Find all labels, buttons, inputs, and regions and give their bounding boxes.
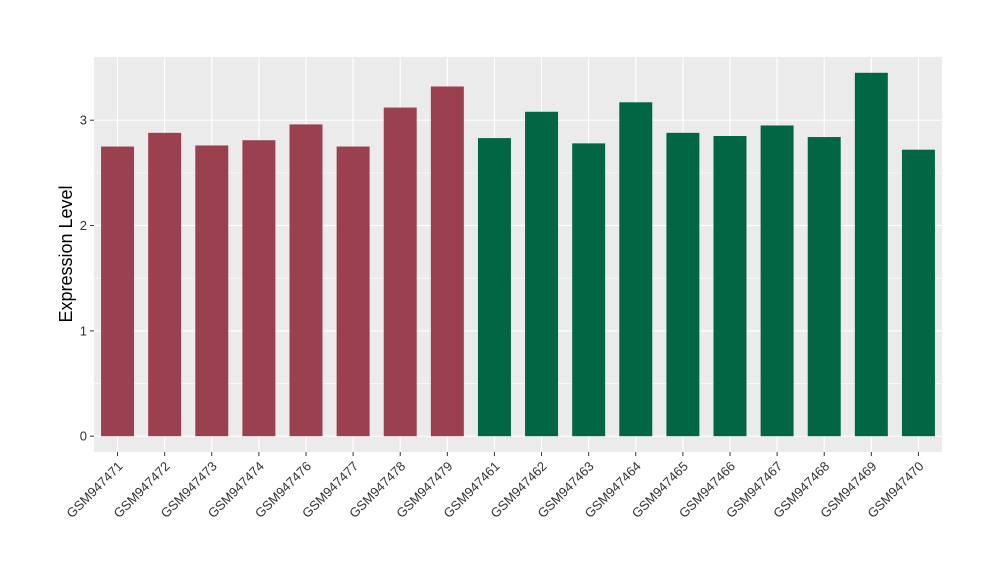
- minor-gridlines: [94, 172, 942, 384]
- bar-GSM947477: [336, 146, 370, 437]
- bar-GSM947479: [430, 86, 464, 437]
- bar-GSM947461: [477, 138, 511, 437]
- bar-GSM947463: [572, 143, 606, 437]
- y-tick-label: 0: [80, 429, 87, 444]
- bar-GSM947470: [901, 149, 935, 437]
- y-tick-label: 2: [80, 218, 87, 233]
- bar-GSM947464: [619, 102, 653, 437]
- y-tick-label: 1: [80, 323, 87, 338]
- bar-GSM947473: [195, 145, 229, 437]
- plot-panel: [94, 57, 942, 452]
- bar-GSM947462: [525, 111, 559, 437]
- y-tick-label: 3: [80, 113, 87, 128]
- bar-GSM947466: [713, 136, 747, 437]
- bars: [101, 72, 935, 437]
- bar-GSM947472: [148, 132, 182, 437]
- bar-GSM947465: [666, 132, 700, 437]
- bar-GSM947476: [289, 124, 323, 437]
- bar-GSM947478: [383, 107, 417, 437]
- bar-GSM947467: [760, 125, 794, 437]
- bar-GSM947469: [854, 72, 888, 437]
- bar-GSM947471: [101, 146, 135, 437]
- bar-GSM947468: [807, 137, 841, 437]
- y-axis: 0 1 2 3: [80, 113, 94, 444]
- bar-GSM947474: [242, 140, 276, 437]
- x-axis: GSM947471GSM947472GSM947473GSM947474GSM9…: [63, 452, 927, 521]
- y-axis-title: Expression Level: [56, 185, 76, 322]
